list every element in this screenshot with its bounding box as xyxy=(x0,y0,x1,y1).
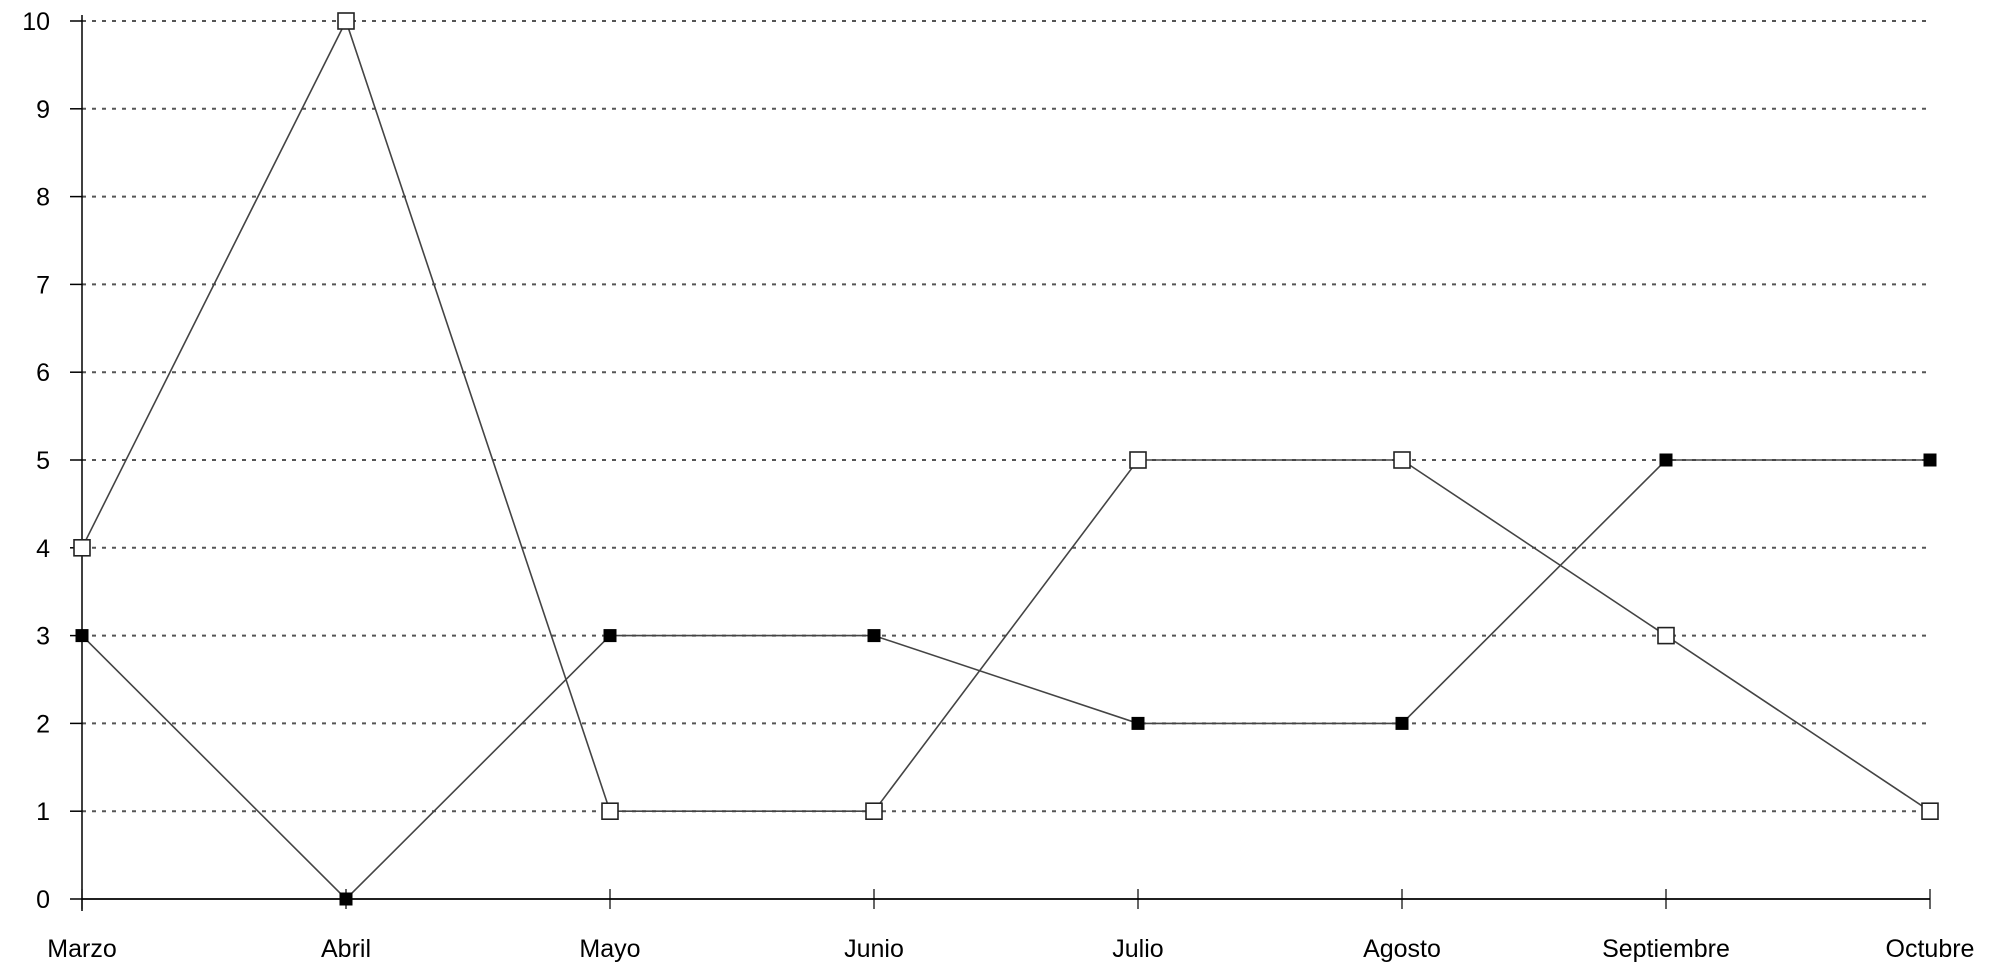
data-point xyxy=(1921,802,1939,821)
series-2 xyxy=(75,453,1937,906)
y-tick-label: 3 xyxy=(36,623,50,651)
y-tick-label: 10 xyxy=(22,8,50,36)
data-point xyxy=(1131,716,1145,730)
x-tick-label: Junio xyxy=(844,935,904,963)
y-tick-label: 5 xyxy=(36,447,50,475)
y-tick-labels: 0 1 2 3 4 5 6 7 8 9 10 xyxy=(22,8,50,914)
data-point xyxy=(603,629,617,643)
y-tick-label: 4 xyxy=(36,535,50,563)
y-tick-label: 1 xyxy=(36,798,50,826)
y-tick-label: 7 xyxy=(36,271,50,299)
data-point xyxy=(1923,453,1937,467)
x-tick-label: Agosto xyxy=(1363,935,1441,963)
x-tick-label: Octubre xyxy=(1886,935,1975,963)
y-tick-label: 6 xyxy=(36,359,50,387)
data-point xyxy=(865,802,883,821)
data-point xyxy=(601,802,619,821)
x-tick-label: Julio xyxy=(1112,935,1163,963)
data-point xyxy=(1395,716,1409,730)
data-point xyxy=(867,629,881,643)
data-point xyxy=(339,892,353,906)
data-point xyxy=(337,12,355,30)
y-tick-label: 2 xyxy=(36,710,50,738)
y-tick-label: 0 xyxy=(36,886,50,914)
data-point xyxy=(1657,626,1675,645)
x-tick-label: Abril xyxy=(321,935,371,963)
y-tick-label: 8 xyxy=(36,184,50,212)
series xyxy=(73,12,1939,906)
x-tick-label: Septiembre xyxy=(1602,935,1730,963)
y-tick-label: 9 xyxy=(36,96,50,124)
x-tick-label: Marzo xyxy=(47,935,116,963)
series-line xyxy=(81,18,1931,813)
gridlines xyxy=(82,20,1930,813)
series-1 xyxy=(73,12,1939,821)
x-tick-label: Mayo xyxy=(579,935,640,963)
data-point xyxy=(1659,453,1673,467)
data-point xyxy=(1393,451,1411,469)
x-tick-labels: Marzo Abril Mayo Junio Julio Agosto Septiembre… xyxy=(47,935,1974,963)
axes xyxy=(70,15,1931,911)
data-point xyxy=(1129,451,1147,469)
series-line xyxy=(81,459,1930,901)
data-point xyxy=(73,538,91,557)
data-point xyxy=(75,629,89,643)
